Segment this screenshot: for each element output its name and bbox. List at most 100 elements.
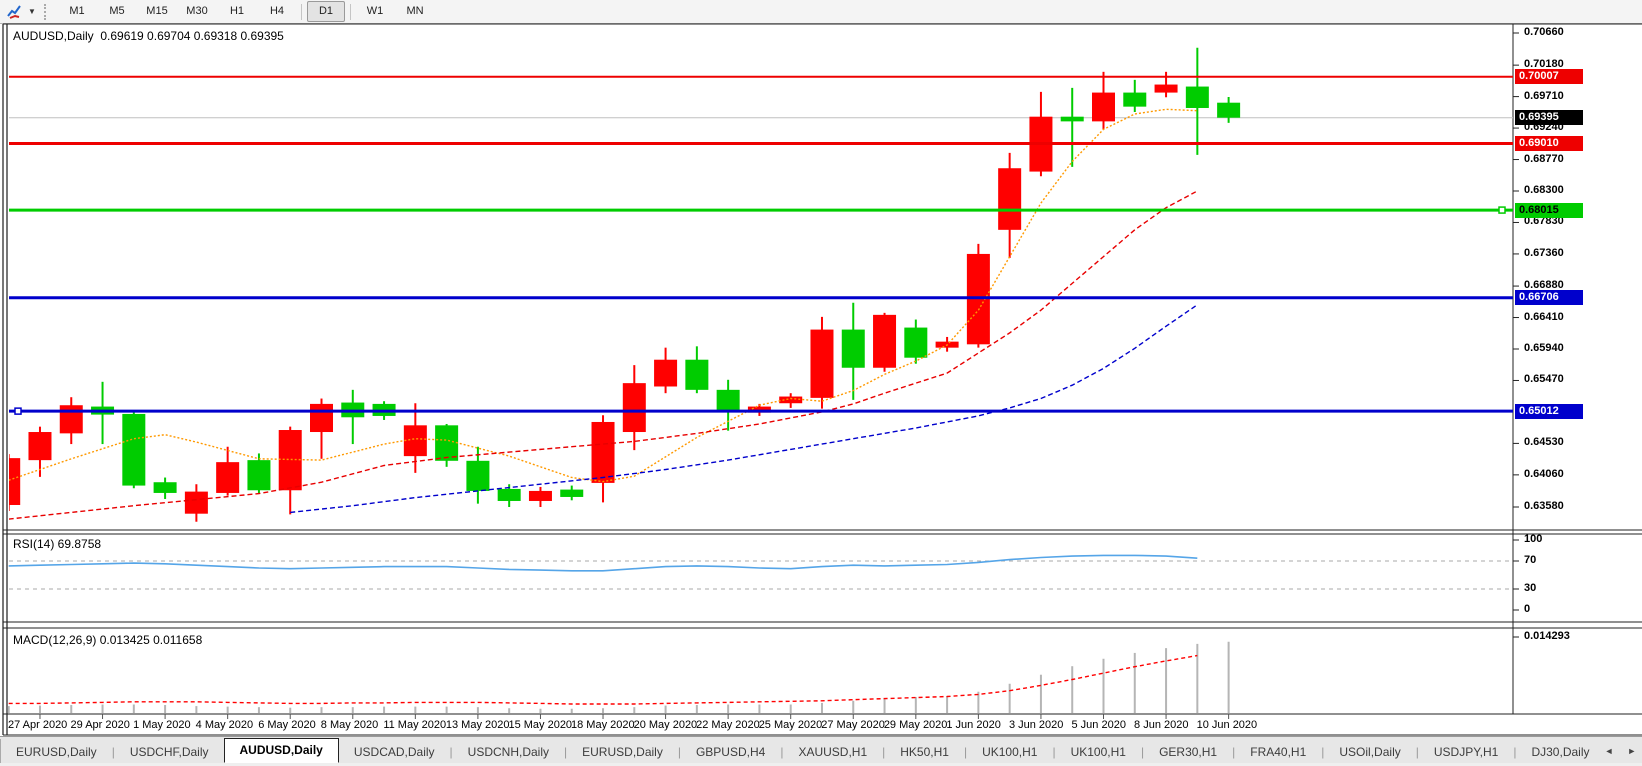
price-axis-label: 0.69710 bbox=[1524, 89, 1564, 102]
date-axis-label: 15 May 2020 bbox=[508, 719, 573, 731]
tab-separator: | bbox=[963, 745, 968, 759]
tab-EURUSD-Daily[interactable]: EURUSD,Daily bbox=[16, 745, 97, 759]
price-axis-label: 0.67830 bbox=[1524, 215, 1564, 228]
price-axis-label: 0.70660 bbox=[1524, 26, 1564, 38]
tab-UK100-H1[interactable]: UK100,H1 bbox=[982, 745, 1038, 759]
tab-USOil-Daily[interactable]: USOil,Daily bbox=[1339, 745, 1401, 759]
tab-USDCAD-Daily[interactable]: USDCAD,Daily bbox=[353, 745, 435, 759]
price-axis-label: 0.66410 bbox=[1524, 310, 1564, 323]
price-axis-label: 0.64060 bbox=[1524, 467, 1564, 480]
timeframe-button-W1[interactable]: W1 bbox=[366, 5, 384, 17]
price-axis-label: 0.65940 bbox=[1524, 342, 1564, 354]
price-badge-0.70007: 0.70007 bbox=[1515, 69, 1583, 85]
macd-indicator-label: MACD(12,26,9) 0.013425 0.011658 bbox=[13, 633, 203, 647]
candle-body-24-May bbox=[747, 406, 771, 413]
candle-body-25-May bbox=[779, 396, 803, 404]
tab-separator: | bbox=[449, 745, 453, 759]
candle-body-13-May bbox=[466, 460, 490, 491]
date-axis-label: 4 May 2020 bbox=[195, 719, 254, 731]
timeframe-button-MN[interactable]: MN bbox=[406, 5, 424, 17]
tab-FRA40-H1[interactable]: FRA40,H1 bbox=[1250, 745, 1307, 759]
tab-scroll-arrows: ◄ ► bbox=[1605, 739, 1637, 763]
price-axis-label: 0.64530 bbox=[1524, 436, 1564, 449]
tab-EURUSD-Daily[interactable]: EURUSD,Daily bbox=[582, 745, 663, 759]
timeframe-button-M5[interactable]: M5 bbox=[109, 5, 125, 17]
chart-cursor-icon[interactable] bbox=[4, 3, 26, 21]
date-axis-label: 20 May 2020 bbox=[633, 719, 698, 731]
candle-body-6-May bbox=[278, 430, 302, 491]
rsi-axis-label: 70 bbox=[1524, 554, 1537, 566]
tab-separator: | bbox=[882, 745, 886, 759]
timeframe-button-M30[interactable]: M30 bbox=[186, 5, 208, 17]
candle-body-27-May bbox=[841, 329, 865, 368]
macd-panel bbox=[7, 641, 1230, 713]
date-axis-label: 11 May 2020 bbox=[383, 719, 447, 731]
price-axis-label: 0.67360 bbox=[1524, 246, 1564, 259]
tab-DJ30-Daily[interactable]: DJ30,Daily bbox=[1531, 745, 1590, 759]
tab-separator: | bbox=[1052, 745, 1056, 759]
timeframe-button-H1[interactable]: H1 bbox=[229, 5, 245, 17]
tab-USDCNH-Daily[interactable]: USDCNH,Daily bbox=[467, 745, 550, 759]
tab-scroll-left-icon[interactable]: ◄ bbox=[1604, 746, 1614, 756]
candle-body-26-May bbox=[810, 329, 834, 398]
tabbar-notch bbox=[0, 739, 1, 763]
candle-body-5-Jun bbox=[1092, 92, 1115, 122]
candle-body-1-May bbox=[153, 482, 177, 493]
rsi-axis-label: 0 bbox=[1524, 603, 1531, 615]
date-axis-label: 10 Jun 2020 bbox=[1196, 719, 1258, 731]
candle-body-14-May bbox=[497, 488, 521, 501]
date-axis-label: 5 Jun 2020 bbox=[1071, 719, 1126, 731]
tab-GBPUSD-H4[interactable]: GBPUSD,H4 bbox=[695, 745, 766, 759]
candle-body-8-Jun bbox=[1154, 84, 1178, 93]
date-axis-label: 3 Jun 2020 bbox=[1008, 719, 1064, 731]
date-axis-label: 29 May 2020 bbox=[883, 719, 948, 731]
candle-body-10-Jun bbox=[1217, 102, 1241, 118]
candle-body-18-May bbox=[591, 421, 615, 483]
tab-separator: | bbox=[111, 745, 115, 759]
timeframe-button-M15[interactable]: M15 bbox=[146, 5, 168, 17]
tab-XAUUSD-H1[interactable]: XAUUSD,H1 bbox=[798, 745, 868, 759]
rsi-axis-label: 30 bbox=[1524, 582, 1537, 594]
timeframe-button-H4[interactable]: H4 bbox=[269, 5, 285, 17]
line-handle-0.65012[interactable] bbox=[14, 407, 22, 415]
timeframe-button-D1[interactable]: D1 bbox=[307, 1, 345, 22]
tab-separator: | bbox=[1140, 745, 1145, 759]
candle-body-11-May bbox=[403, 425, 427, 457]
candle-body-2-Jun bbox=[998, 168, 1022, 230]
date-axis-label: 22 May 2020 bbox=[696, 719, 760, 731]
timeframe-button-M1[interactable]: M1 bbox=[69, 5, 85, 17]
chevron-down-icon[interactable]: ▼ bbox=[28, 7, 36, 16]
candle-body-30-Apr bbox=[122, 413, 146, 486]
macd-signal-line bbox=[8, 654, 1198, 705]
toolbar-grip[interactable] bbox=[44, 3, 51, 20]
date-axis-label: 1 Jun 2020 bbox=[946, 719, 1001, 731]
tab-USDJPY-H1[interactable]: USDJPY,H1 bbox=[1433, 745, 1499, 759]
tab-separator: | bbox=[1415, 745, 1419, 759]
line-handle-0.68015[interactable] bbox=[1498, 206, 1506, 214]
date-axis-label: 27 May 2020 bbox=[821, 719, 885, 731]
candle-body-27-Apr bbox=[28, 432, 52, 461]
tab-HK50-H1[interactable]: HK50,H1 bbox=[900, 745, 949, 759]
candle-body-28-May bbox=[873, 314, 897, 368]
chart-tabs: EURUSD,Daily | USDCHF,Daily AUDUSD,Daily USD… bbox=[1, 738, 1605, 763]
candle-body-28-Apr bbox=[59, 405, 83, 434]
date-axis-label: 6 May 2020 bbox=[258, 719, 316, 731]
candle-body-9-Jun bbox=[1185, 86, 1209, 108]
tab-USDCHF-Daily[interactable]: USDCHF,Daily bbox=[129, 745, 209, 759]
price-axis-label: 0.68770 bbox=[1524, 152, 1564, 165]
tab-UK100-H1[interactable]: UK100,H1 bbox=[1070, 745, 1126, 759]
slow-ma-line bbox=[290, 304, 1198, 514]
candle-body-15-May bbox=[528, 490, 552, 501]
tab-scroll-right-icon[interactable]: ► bbox=[1627, 746, 1637, 756]
price-badge-0.69395: 0.69395 bbox=[1515, 110, 1583, 126]
candle-body-7-Jun bbox=[1123, 92, 1147, 107]
candle-body-19-May bbox=[622, 383, 646, 433]
price-badge-0.66706: 0.66706 bbox=[1515, 290, 1583, 306]
candle-body-4-May bbox=[216, 462, 240, 493]
chart-cursor-icon-glyph bbox=[7, 4, 21, 19]
tab-AUDUSD-Daily[interactable]: AUDUSD,Daily bbox=[223, 738, 339, 763]
date-axis-label: 1 May 2020 bbox=[133, 719, 191, 731]
tab-GER30-H1[interactable]: GER30,H1 bbox=[1159, 745, 1218, 759]
